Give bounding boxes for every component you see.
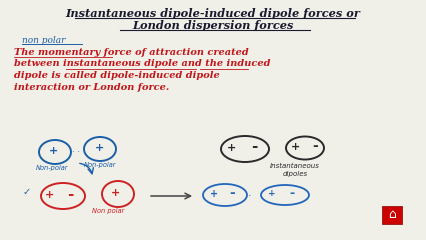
Text: dipole is called dipole-induced dipole: dipole is called dipole-induced dipole bbox=[14, 71, 220, 80]
Text: London dispersion forces: London dispersion forces bbox=[132, 20, 294, 31]
Text: +: + bbox=[111, 188, 121, 198]
Text: Non polar: Non polar bbox=[92, 208, 124, 214]
Text: +: + bbox=[49, 146, 59, 156]
Text: ⌂: ⌂ bbox=[388, 209, 396, 222]
Text: ✓: ✓ bbox=[23, 187, 31, 197]
Text: -: - bbox=[67, 186, 73, 202]
Text: Non-polar: Non-polar bbox=[36, 165, 68, 171]
Text: . .: . . bbox=[72, 145, 80, 155]
Text: -: - bbox=[251, 139, 257, 155]
Text: -: - bbox=[312, 139, 318, 153]
Text: +: + bbox=[210, 189, 218, 199]
Text: Instantaneous: Instantaneous bbox=[270, 163, 320, 169]
Text: dipoles: dipoles bbox=[282, 171, 308, 177]
Text: non polar: non polar bbox=[22, 36, 65, 45]
Text: Instantaneous dipole-induced dipole forces or: Instantaneous dipole-induced dipole forc… bbox=[66, 8, 360, 19]
Text: +: + bbox=[227, 143, 236, 153]
Text: +: + bbox=[95, 143, 104, 153]
Text: +: + bbox=[46, 190, 55, 200]
Text: +: + bbox=[268, 188, 276, 198]
Text: -: - bbox=[289, 186, 294, 199]
Text: Non-polar: Non-polar bbox=[84, 162, 116, 168]
Text: +: + bbox=[291, 142, 301, 152]
Text: The momentary force of attraction created: The momentary force of attraction create… bbox=[14, 48, 249, 57]
Text: between instantaneous dipole and the induced: between instantaneous dipole and the ind… bbox=[14, 60, 271, 68]
Bar bbox=[382, 206, 402, 224]
Text: interaction or London force.: interaction or London force. bbox=[14, 83, 169, 91]
Text: -: - bbox=[229, 186, 235, 200]
Text: .: . bbox=[248, 188, 252, 198]
